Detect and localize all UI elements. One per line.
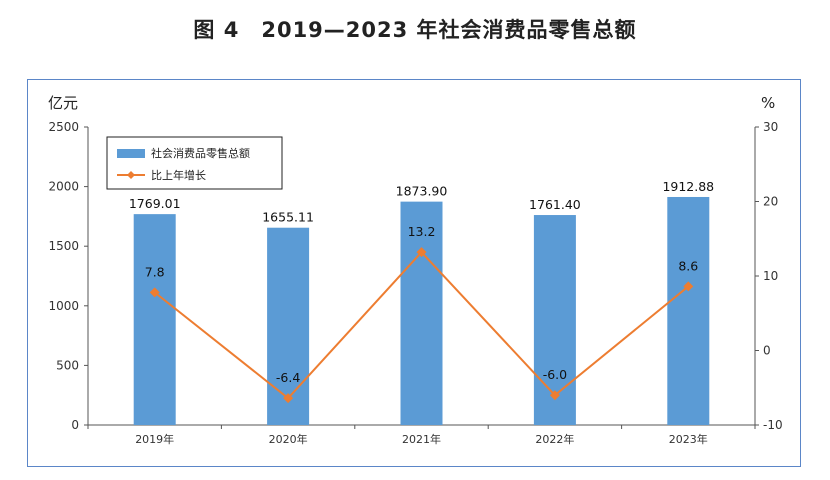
chart-frame xyxy=(27,79,801,467)
right-axis-tick-label: 0 xyxy=(763,344,771,358)
left-axis-tick-label: 1500 xyxy=(48,239,79,253)
bar-data-label: 1655.11 xyxy=(262,210,314,225)
right-axis-tick-label: 20 xyxy=(763,195,778,209)
growth-point xyxy=(683,281,694,292)
bar xyxy=(267,227,310,425)
left-axis-tick-label: 1000 xyxy=(48,299,79,313)
line-data-label: -6.0 xyxy=(543,367,567,382)
bar xyxy=(533,215,576,425)
x-axis-tick-label: 2019年 xyxy=(135,432,174,446)
bar-data-label: 1761.40 xyxy=(529,197,581,212)
growth-point xyxy=(149,287,160,298)
x-axis-tick-label: 2022年 xyxy=(535,432,574,446)
line-data-label: 8.6 xyxy=(678,258,698,273)
bar xyxy=(667,196,710,425)
left-axis-tick-label: 2500 xyxy=(48,120,79,134)
x-axis-tick-label: 2020年 xyxy=(269,432,308,446)
left-axis-tick-label: 2000 xyxy=(48,180,79,194)
line-data-label: 7.8 xyxy=(145,264,165,279)
legend-swatch-bar xyxy=(117,149,145,158)
right-axis-tick-label: 10 xyxy=(763,269,778,283)
legend-box xyxy=(106,136,283,190)
line-data-label: 13.2 xyxy=(408,224,436,239)
bar xyxy=(133,214,176,425)
line-data-label: -6.4 xyxy=(276,370,300,385)
right-axis-tick-label: 30 xyxy=(763,120,778,134)
bar-data-label: 1873.90 xyxy=(396,184,448,199)
x-axis-tick-label: 2021年 xyxy=(402,432,441,446)
growth-point xyxy=(416,247,427,258)
bar-data-label: 1769.01 xyxy=(129,196,181,211)
left-axis-tick-label: 0 xyxy=(71,418,79,432)
page-title: 图 4 2019—2023 年社会消费品零售总额 xyxy=(193,18,637,42)
right-axis-tick-label: -10 xyxy=(763,418,783,432)
legend-swatch-marker xyxy=(127,171,135,179)
bar xyxy=(400,201,443,425)
bar-data-label: 1912.88 xyxy=(662,179,714,194)
right-axis-unit: % xyxy=(761,94,775,112)
left-axis-unit: 亿元 xyxy=(48,94,78,112)
legend-label-bar: 社会消费品零售总额 xyxy=(151,146,250,160)
x-axis-tick-label: 2023年 xyxy=(669,432,708,446)
left-axis-tick-label: 500 xyxy=(56,358,79,372)
growth-point xyxy=(549,390,560,401)
legend-label-line: 比上年增长 xyxy=(151,168,206,182)
growth-point xyxy=(283,393,294,404)
